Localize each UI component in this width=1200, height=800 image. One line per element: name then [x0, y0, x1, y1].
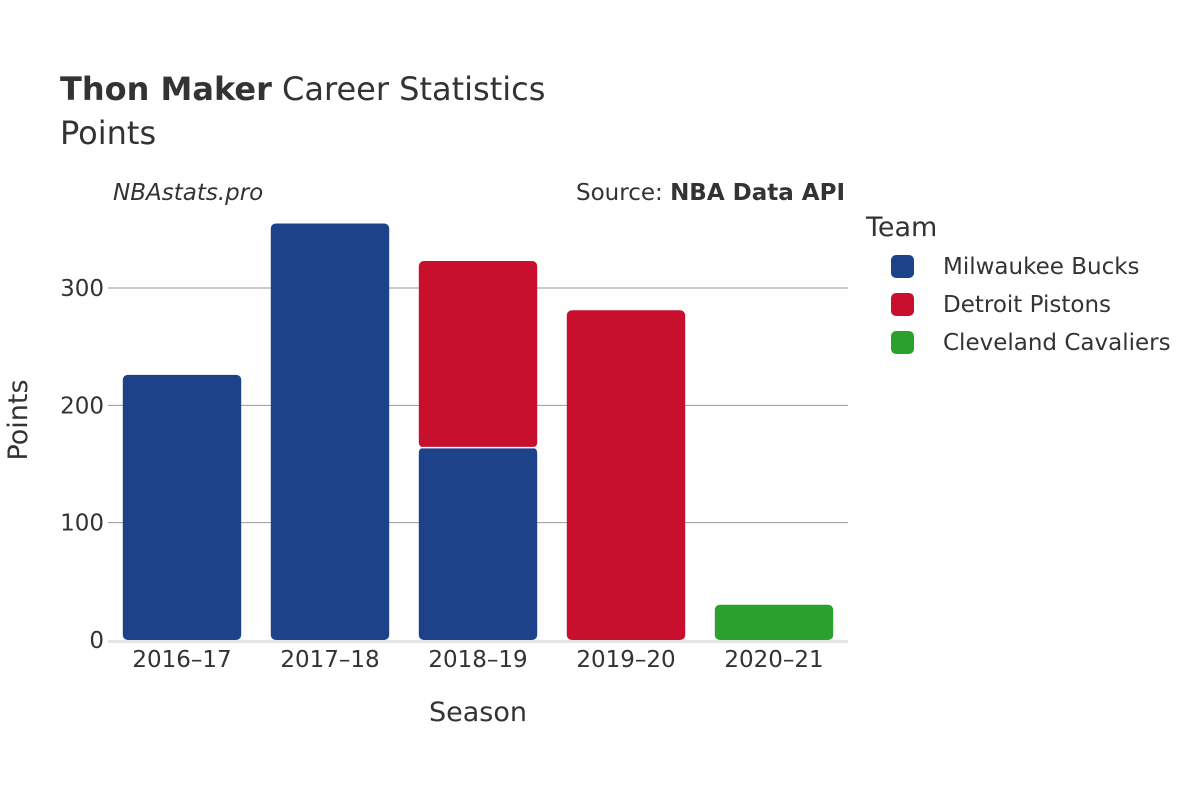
legend-label-milwaukee-bucks: Milwaukee Bucks [943, 254, 1140, 280]
bar-milwaukee-bucks-2017-18 [270, 223, 390, 640]
source-prefix: Source: [576, 180, 670, 206]
x-tick-label-2016-17: 2016–17 [132, 647, 231, 673]
bar-cleveland-cavaliers-2020-21 [714, 604, 834, 640]
y-tick-labels: 0 100 200 300 [60, 276, 104, 654]
legend-title: Team [865, 212, 937, 243]
x-axis-title: Season [429, 697, 527, 728]
x-tick-label-2018-19: 2018–19 [428, 647, 527, 673]
legend-swatch-cleveland-cavaliers [891, 331, 914, 354]
x-tick-label-2019-20: 2019–20 [576, 647, 675, 673]
y-tick-label-200: 200 [60, 393, 104, 419]
chart-subtitle: Points [60, 114, 156, 152]
player-name: Thon Maker [60, 70, 272, 108]
y-tick-label-0: 0 [89, 628, 104, 654]
y-tick-label-300: 300 [60, 276, 104, 302]
y-tick-label-100: 100 [60, 511, 104, 537]
y-axis-title: Points [3, 379, 34, 460]
bar-detroit-pistons-2019-20 [566, 310, 686, 640]
title-suffix: Career Statistics [272, 70, 546, 108]
watermark: NBAstats.pro [113, 180, 263, 206]
bar-milwaukee-bucks-2016-17 [122, 374, 242, 640]
legend-swatch-milwaukee-bucks [891, 255, 914, 278]
source-name: NBA Data API [670, 180, 845, 206]
chart-title: Thon Maker Career Statistics [60, 70, 545, 108]
x-tick-label-2020-21: 2020–21 [724, 647, 823, 673]
source-credit: Source: NBA Data API [576, 180, 845, 206]
legend-swatch-detroit-pistons [891, 293, 914, 316]
x-tick-label-2017-18: 2017–18 [280, 647, 379, 673]
legend: Milwaukee Bucks Detroit Pistons Cleveland … [891, 254, 1171, 356]
bar-milwaukee-bucks-2018-19 [418, 447, 538, 640]
x-tick-labels: 2016–17 2017–18 2018–19 2019–20 2020–21 [132, 647, 823, 673]
legend-label-detroit-pistons: Detroit Pistons [943, 292, 1111, 318]
bar-detroit-pistons-2018-19 [418, 261, 538, 448]
bars [122, 223, 834, 640]
legend-label-cleveland-cavaliers: Cleveland Cavaliers [943, 330, 1171, 356]
